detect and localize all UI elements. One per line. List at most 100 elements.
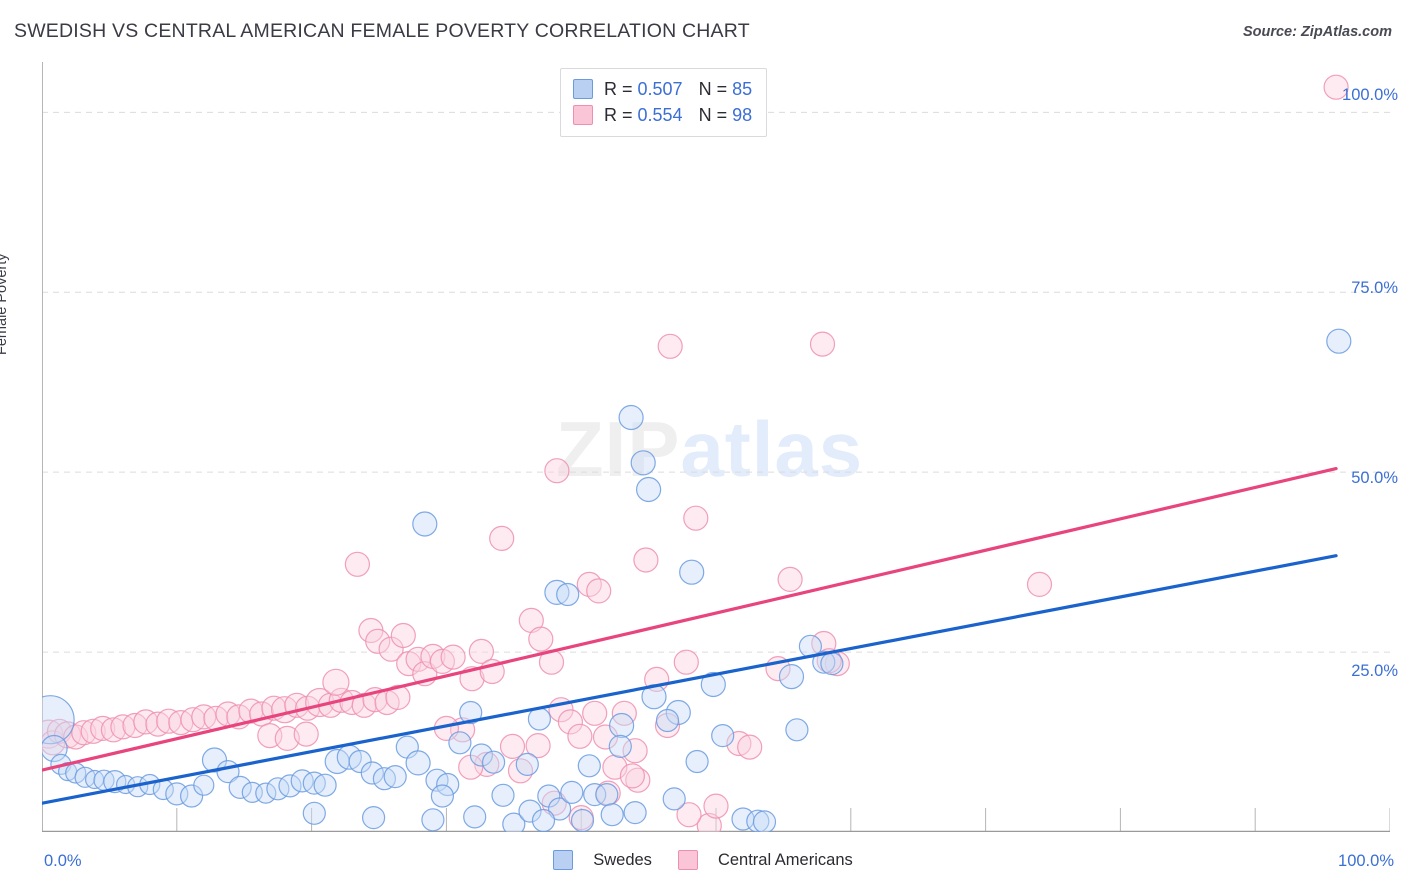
data-point[interactable] xyxy=(518,799,542,823)
data-point[interactable] xyxy=(482,750,506,774)
data-point[interactable] xyxy=(711,723,735,748)
data-point[interactable] xyxy=(360,761,384,785)
data-point[interactable] xyxy=(527,707,551,731)
data-point[interactable] xyxy=(365,628,391,654)
data-point[interactable] xyxy=(440,644,466,670)
data-point[interactable] xyxy=(673,649,699,675)
data-point[interactable] xyxy=(600,803,624,827)
data-point[interactable] xyxy=(180,707,206,733)
data-point[interactable] xyxy=(1026,571,1053,598)
data-point[interactable] xyxy=(809,331,836,357)
data-point[interactable] xyxy=(459,700,483,725)
data-point[interactable] xyxy=(785,718,809,742)
data-point[interactable] xyxy=(525,732,551,759)
data-point[interactable] xyxy=(595,782,619,807)
data-point[interactable] xyxy=(302,801,326,825)
data-point[interactable] xyxy=(582,700,608,726)
data-point[interactable] xyxy=(623,800,647,825)
data-point[interactable] xyxy=(468,638,494,665)
data-point[interactable] xyxy=(528,626,554,652)
data-point[interactable] xyxy=(700,671,726,698)
data-point[interactable] xyxy=(42,695,75,745)
data-point[interactable] xyxy=(1326,328,1352,354)
data-point[interactable] xyxy=(1323,74,1349,100)
data-point[interactable] xyxy=(630,450,656,476)
data-point[interactable] xyxy=(362,805,386,830)
data-point[interactable] xyxy=(430,784,454,808)
data-point[interactable] xyxy=(608,712,635,739)
data-point[interactable] xyxy=(622,738,648,764)
data-point[interactable] xyxy=(726,730,752,757)
data-point[interactable] xyxy=(812,650,836,674)
data-point[interactable] xyxy=(201,747,228,773)
data-point[interactable] xyxy=(71,720,97,746)
data-point[interactable] xyxy=(655,708,680,733)
data-point[interactable] xyxy=(654,712,681,739)
data-point[interactable] xyxy=(507,758,534,784)
data-point[interactable] xyxy=(344,551,370,577)
data-point[interactable] xyxy=(583,782,607,807)
data-point[interactable] xyxy=(544,458,570,484)
data-point[interactable] xyxy=(635,476,662,503)
data-point[interactable] xyxy=(679,559,705,585)
data-point[interactable] xyxy=(676,802,702,828)
data-point[interactable] xyxy=(390,622,416,649)
data-point[interactable] xyxy=(662,787,686,811)
data-point[interactable] xyxy=(412,511,438,537)
data-point[interactable] xyxy=(90,715,116,742)
data-point[interactable] xyxy=(436,772,460,797)
data-point[interactable] xyxy=(752,810,777,832)
data-point[interactable] xyxy=(746,809,770,832)
data-point[interactable] xyxy=(570,808,595,832)
data-point[interactable] xyxy=(547,797,572,821)
data-point[interactable] xyxy=(556,582,580,607)
data-point[interactable] xyxy=(122,712,148,739)
data-point[interactable] xyxy=(193,774,215,796)
data-point[interactable] xyxy=(469,743,493,767)
data-point[interactable] xyxy=(448,731,472,755)
data-point[interactable] xyxy=(618,404,644,431)
data-point[interactable] xyxy=(293,721,319,747)
data-point[interactable] xyxy=(278,774,302,798)
data-point[interactable] xyxy=(619,763,646,789)
data-point[interactable] xyxy=(608,734,632,759)
data-point[interactable] xyxy=(683,505,709,531)
data-point[interactable] xyxy=(491,783,515,807)
data-point[interactable] xyxy=(383,764,407,789)
data-point[interactable] xyxy=(228,775,252,800)
data-point[interactable] xyxy=(405,750,431,776)
data-point[interactable] xyxy=(463,805,487,829)
data-point[interactable] xyxy=(145,711,171,737)
data-point[interactable] xyxy=(499,733,526,760)
data-point[interactable] xyxy=(80,718,106,744)
data-point[interactable] xyxy=(502,812,526,832)
data-point[interactable] xyxy=(567,723,593,749)
data-point[interactable] xyxy=(238,698,264,724)
data-point[interactable] xyxy=(489,525,515,551)
data-point[interactable] xyxy=(313,773,337,797)
data-point[interactable] xyxy=(577,754,601,778)
data-point[interactable] xyxy=(586,578,612,604)
data-point[interactable] xyxy=(165,782,189,806)
data-point[interactable] xyxy=(180,784,204,808)
data-point[interactable] xyxy=(100,717,127,743)
data-point[interactable] xyxy=(633,547,659,573)
data-point[interactable] xyxy=(657,333,683,359)
data-point[interactable] xyxy=(515,752,539,777)
data-point[interactable] xyxy=(322,668,350,696)
data-point[interactable] xyxy=(703,793,729,819)
data-point[interactable] xyxy=(385,684,411,711)
data-point[interactable] xyxy=(820,651,844,676)
data-point[interactable] xyxy=(255,782,277,804)
data-point[interactable] xyxy=(290,769,314,793)
data-point[interactable] xyxy=(274,725,300,752)
data-point[interactable] xyxy=(531,808,556,832)
data-point[interactable] xyxy=(557,709,584,735)
legend-item-swedes[interactable]: Swedes xyxy=(553,850,652,870)
data-point[interactable] xyxy=(778,663,805,690)
data-point[interactable] xyxy=(560,780,584,805)
data-point[interactable] xyxy=(777,566,803,593)
data-point[interactable] xyxy=(685,749,709,774)
data-point[interactable] xyxy=(737,734,763,760)
legend-item-central-americans[interactable]: Central Americans xyxy=(677,850,853,870)
